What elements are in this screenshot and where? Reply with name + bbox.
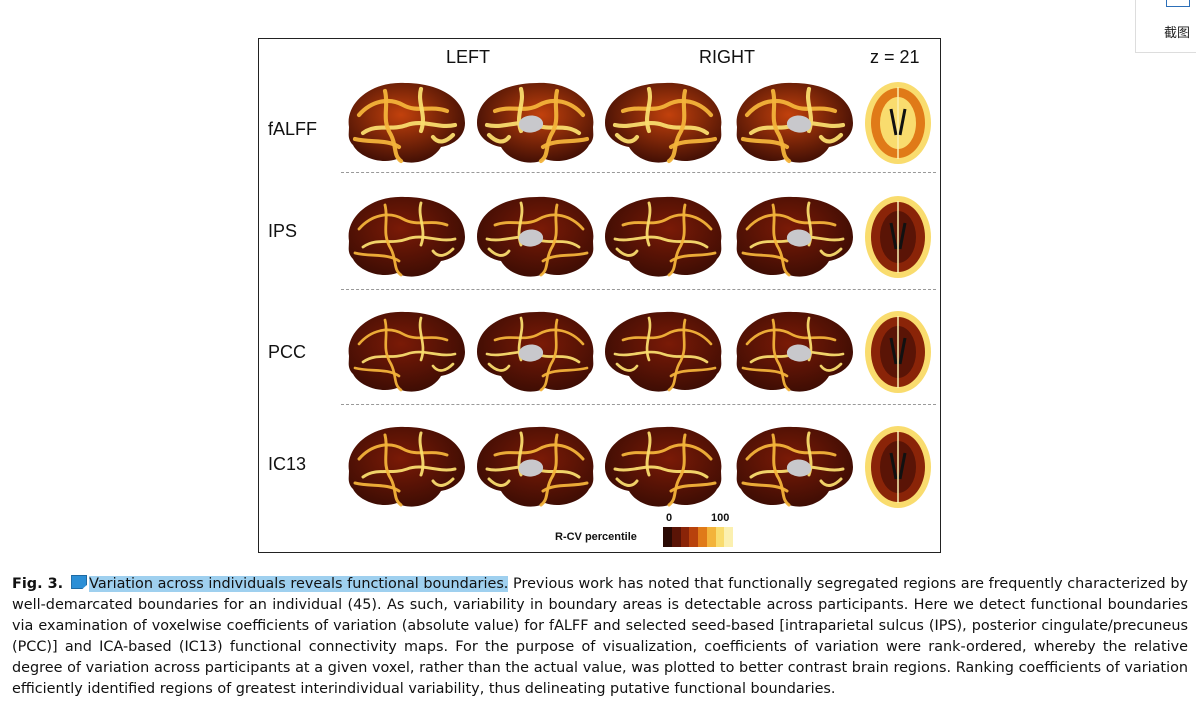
brain-surface-image <box>348 196 465 277</box>
brain-surface-image <box>348 426 465 507</box>
column-header-slice: z = 21 <box>870 47 920 67</box>
brain-surface-image <box>736 426 853 507</box>
brain-surface-image <box>477 426 594 507</box>
colorbar-swatch <box>715 527 725 547</box>
colorbar-min-label: 0 <box>666 512 673 524</box>
annotation-note-icon[interactable] <box>71 575 88 589</box>
row-separator <box>341 172 936 173</box>
figure-caption: Fig. 3. Variation across individuals reve… <box>12 574 1188 700</box>
column-header-left: LEFT <box>446 47 491 67</box>
colorbar-swatch <box>689 527 698 547</box>
brain-surface-image <box>605 82 722 164</box>
colorbar-max-label: 100 <box>711 512 730 524</box>
screenshot-tool-panel[interactable]: 截图 <box>1135 0 1196 53</box>
colorbar-swatch <box>698 527 707 547</box>
screenshot-label: 截图 <box>1163 26 1190 41</box>
colorbar <box>663 527 733 547</box>
brain-surface-image <box>605 311 722 392</box>
row-label-ic13: IC13 <box>268 454 307 474</box>
colorbar-swatch <box>680 527 690 547</box>
highlighted-title[interactable]: Variation across individuals reveals fun… <box>89 576 509 592</box>
axial-slice-image <box>865 426 931 508</box>
row-separator <box>341 289 936 290</box>
row-label-pcc: PCC <box>268 342 307 362</box>
brain-surface-image <box>348 82 465 164</box>
column-header-right: RIGHT <box>699 47 755 67</box>
colorbar-swatch <box>663 527 672 547</box>
axial-slice-image <box>865 196 931 278</box>
brain-surface-image <box>477 196 594 277</box>
brain-surface-image <box>348 311 465 392</box>
brain-surface-image <box>605 426 722 507</box>
brain-surface-image <box>736 196 853 277</box>
figure-label: Fig. 3. <box>12 576 64 592</box>
colorbar-swatch <box>724 527 733 547</box>
row-separator <box>341 404 936 405</box>
row-label-falff: fALFF <box>268 119 318 139</box>
row-label-ips: IPS <box>268 221 298 241</box>
axial-slice-image <box>865 311 931 393</box>
brain-surface-image <box>736 311 853 392</box>
brain-surface-image <box>736 82 853 164</box>
colorbar-title: R-CV percentile <box>555 531 637 543</box>
brain-surface-image <box>477 82 594 164</box>
caption-body: Previous work has noted that functionall… <box>12 576 1188 697</box>
colorbar-swatch <box>671 527 681 547</box>
axial-slice-image <box>865 82 931 164</box>
brain-surface-image <box>477 311 594 392</box>
panel-tab-icon <box>1166 0 1190 7</box>
colorbar-swatch <box>706 527 716 547</box>
brain-surface-image <box>605 196 722 277</box>
figure-panel: LEFT RIGHT z = 21 fALFF IPS PCC IC13 0 1… <box>258 38 941 553</box>
